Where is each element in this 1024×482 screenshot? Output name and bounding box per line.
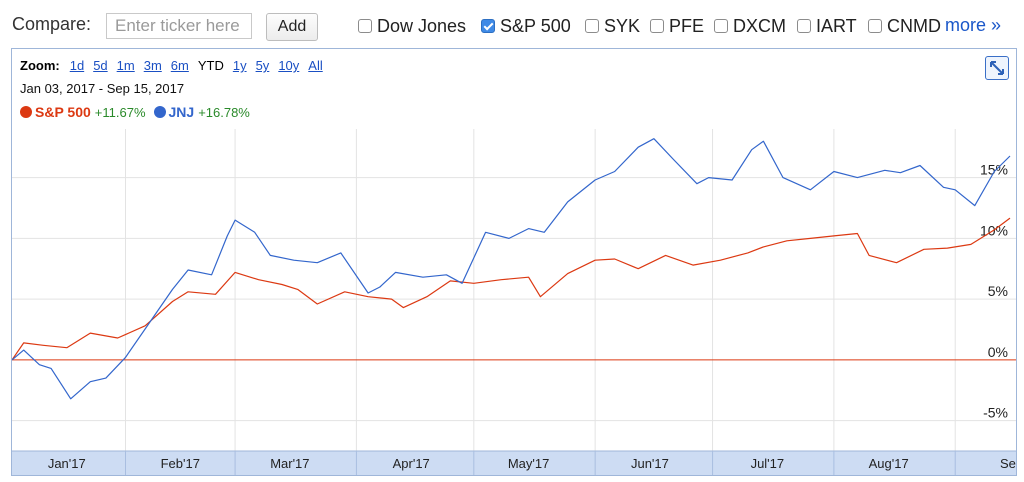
legend-change-0: +11.67% <box>94 104 146 120</box>
zoom-option-10y[interactable]: 10y <box>278 58 300 73</box>
zoom-label: Zoom: <box>20 58 60 73</box>
zoom-option-3m[interactable]: 3m <box>143 58 162 73</box>
date-range-end: Sep 15, 2017 <box>106 81 185 96</box>
compare-option-0[interactable]: Dow Jones <box>358 14 466 38</box>
zoom-option-1d[interactable]: 1d <box>69 58 85 73</box>
date-range: Jan 03, 2017 - Sep 15, 2017 <box>20 81 184 96</box>
y-tick-label: 5% <box>988 283 1008 299</box>
legend-change-1: +16.78% <box>198 104 250 120</box>
series-line-s-p-500 <box>12 217 1011 361</box>
compare-option-label: SYK <box>604 15 641 36</box>
compare-checkbox-6[interactable] <box>868 19 882 33</box>
zoom-option-5d[interactable]: 5d <box>93 58 108 73</box>
x-tick-label: Apr'17 <box>393 456 430 471</box>
y-tick-label: 15% <box>980 162 1008 178</box>
x-tick-label: May'17 <box>508 456 550 471</box>
compare-option-2[interactable]: SYK <box>585 14 640 38</box>
zoom-bar: Zoom: 1d 5d 1m 3m 6m YTD 1y 5y 10y All <box>20 58 332 73</box>
expand-icon <box>990 61 1004 75</box>
compare-checkbox-0[interactable] <box>358 19 372 33</box>
legend-name-0: S&P 500 <box>35 104 91 120</box>
compare-option-1[interactable]: S&P 500 <box>481 14 571 38</box>
compare-option-6[interactable]: CNMD <box>868 14 941 38</box>
series-line-jnj <box>12 138 1011 400</box>
compare-checkbox-3[interactable] <box>650 19 664 33</box>
date-range-separator: - <box>95 81 107 96</box>
expand-button[interactable] <box>985 56 1009 80</box>
legend: S&P 500 +11.67% JNJ +16.78% <box>20 104 258 120</box>
ticker-input[interactable] <box>106 13 252 39</box>
x-tick-label: Jun'17 <box>631 456 669 471</box>
compare-bar: Compare: Add Dow Jones S&P 500 SYK PFE DXCM I… <box>0 0 1024 52</box>
zoom-option-1m[interactable]: 1m <box>116 58 135 73</box>
compare-option-4[interactable]: DXCM <box>714 14 786 38</box>
compare-checkbox-1[interactable] <box>481 19 495 33</box>
legend-name-1: JNJ <box>168 104 195 120</box>
more-link[interactable]: more » <box>945 15 1002 35</box>
x-tick-label: Sep <box>1000 456 1016 471</box>
x-tick-label: Aug'17 <box>869 456 909 471</box>
compare-option-label: IART <box>816 15 857 36</box>
x-tick-label: Jan'17 <box>48 456 86 471</box>
zoom-option-6m[interactable]: 6m <box>170 58 189 73</box>
compare-option-label: CNMD <box>887 15 941 36</box>
compare-option-label: S&P 500 <box>500 15 571 36</box>
x-axis-bar <box>12 451 1016 475</box>
zoom-option-ytd[interactable]: YTD <box>197 58 224 73</box>
compare-checkbox-4[interactable] <box>714 19 728 33</box>
y-tick-label: -5% <box>983 405 1008 421</box>
legend-marker-1 <box>153 106 166 118</box>
compare-option-label: Dow Jones <box>377 15 467 36</box>
legend-marker-0 <box>20 106 32 118</box>
x-tick-label: Feb'17 <box>161 456 200 471</box>
date-range-start: Jan 03, 2017 <box>20 81 96 96</box>
compare-option-3[interactable]: PFE <box>650 14 704 38</box>
x-tick-label: Jul'17 <box>751 456 785 471</box>
y-tick-label: 0% <box>988 344 1008 360</box>
zoom-option-5y[interactable]: 5y <box>255 58 270 73</box>
zoom-option-1y[interactable]: 1y <box>232 58 247 73</box>
compare-option-label: DXCM <box>733 15 786 36</box>
compare-label: Compare: <box>12 14 92 34</box>
chart-svg: -5%0%5%10%15%Jan'17 Feb'17 Mar'17 Apr'17 May… <box>12 129 1016 475</box>
compare-checkbox-2[interactable] <box>585 19 599 33</box>
chart-panel: -5% 0% 5% 10% 15% Jan'17 Feb'17 Mar'17 Apr'17 May… <box>11 48 1017 476</box>
add-button[interactable]: Add <box>266 13 318 41</box>
compare-checkbox-5[interactable] <box>797 19 811 33</box>
zoom-option-all[interactable]: All <box>308 58 323 73</box>
compare-option-5[interactable]: IART <box>797 14 857 38</box>
compare-option-label: PFE <box>669 15 705 36</box>
x-tick-label: Mar'17 <box>270 456 309 471</box>
